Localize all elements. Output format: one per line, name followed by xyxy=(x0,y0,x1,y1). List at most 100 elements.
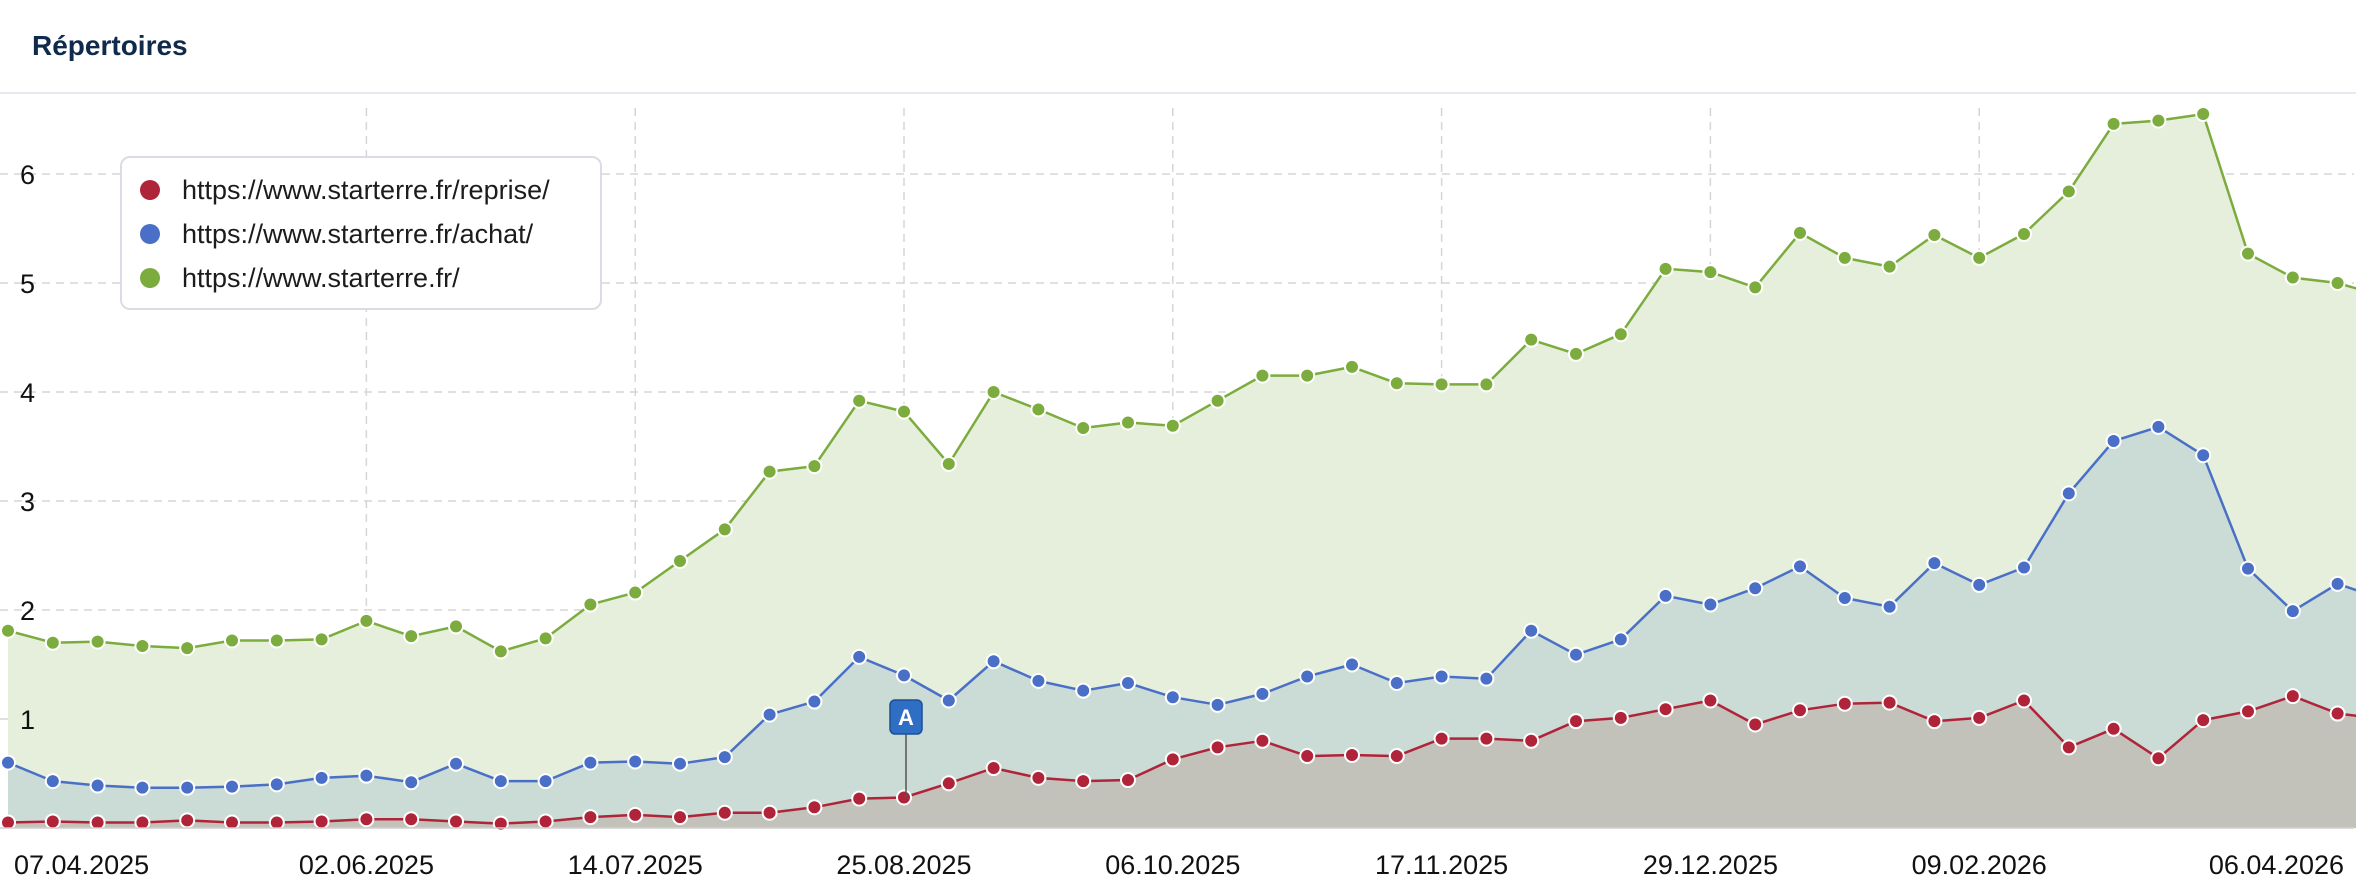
data-point[interactable] xyxy=(1523,622,1540,639)
data-point[interactable] xyxy=(1971,709,1988,726)
data-point[interactable] xyxy=(761,463,778,480)
data-point[interactable] xyxy=(1075,773,1092,790)
data-point[interactable] xyxy=(1926,555,1943,572)
data-point[interactable] xyxy=(2195,447,2212,464)
data-point[interactable] xyxy=(2329,275,2346,291)
data-point[interactable] xyxy=(761,804,778,821)
data-point[interactable] xyxy=(672,755,688,772)
data-point[interactable] xyxy=(1344,358,1360,375)
data-point[interactable] xyxy=(1836,590,1853,607)
data-point[interactable] xyxy=(1881,258,1898,275)
data-point[interactable] xyxy=(1568,713,1584,730)
annotation-marker[interactable] xyxy=(889,699,923,735)
data-point[interactable] xyxy=(1030,401,1047,418)
data-point[interactable] xyxy=(716,804,733,821)
data-point[interactable] xyxy=(1747,580,1764,597)
data-point[interactable] xyxy=(1657,260,1674,277)
data-point[interactable] xyxy=(403,811,420,828)
data-point[interactable] xyxy=(672,809,688,826)
data-point[interactable] xyxy=(2150,112,2167,129)
data-point[interactable] xyxy=(2240,703,2256,720)
data-point[interactable] xyxy=(1209,739,1226,756)
data-point[interactable] xyxy=(224,778,240,795)
data-point[interactable] xyxy=(582,754,599,771)
data-point[interactable] xyxy=(492,815,509,832)
data-point[interactable] xyxy=(1926,227,1943,244)
data-point[interactable] xyxy=(1881,694,1898,711)
data-point[interactable] xyxy=(313,813,330,830)
data-point[interactable] xyxy=(582,809,599,826)
data-point[interactable] xyxy=(2016,692,2032,709)
data-point[interactable] xyxy=(985,653,1002,670)
data-point[interactable] xyxy=(1612,631,1629,648)
data-point[interactable] xyxy=(2284,688,2301,705)
data-point[interactable] xyxy=(2284,269,2301,286)
data-point[interactable] xyxy=(2016,225,2032,242)
data-point[interactable] xyxy=(0,814,16,831)
data-point[interactable] xyxy=(89,777,106,794)
data-point[interactable] xyxy=(1792,558,1808,575)
data-point[interactable] xyxy=(268,814,285,831)
data-point[interactable] xyxy=(537,773,554,790)
data-point[interactable] xyxy=(1836,695,1853,712)
data-point[interactable] xyxy=(1388,748,1405,765)
data-point[interactable] xyxy=(2195,712,2212,729)
data-point[interactable] xyxy=(224,632,240,649)
data-point[interactable] xyxy=(179,779,196,796)
data-point[interactable] xyxy=(1657,587,1674,604)
data-point[interactable] xyxy=(896,789,912,806)
data-point[interactable] xyxy=(2105,720,2122,737)
data-point[interactable] xyxy=(1568,646,1584,663)
data-point[interactable] xyxy=(1792,224,1808,241)
data-point[interactable] xyxy=(1075,682,1092,699)
data-point[interactable] xyxy=(940,692,957,709)
legend-item-reprise[interactable]: https://www.starterre.fr/reprise/ xyxy=(140,168,550,212)
data-point[interactable] xyxy=(2150,418,2167,435)
data-point[interactable] xyxy=(2240,560,2256,577)
data-point[interactable] xyxy=(1299,367,1316,384)
data-point[interactable] xyxy=(1523,331,1540,348)
data-point[interactable] xyxy=(1075,419,1092,436)
data-point[interactable] xyxy=(940,775,957,792)
data-point[interactable] xyxy=(0,622,16,639)
data-point[interactable] xyxy=(2195,106,2212,123)
legend-item-achat[interactable]: https://www.starterre.fr/achat/ xyxy=(140,212,533,256)
data-point[interactable] xyxy=(358,811,375,828)
data-point[interactable] xyxy=(358,612,375,629)
data-point[interactable] xyxy=(313,769,330,786)
data-point[interactable] xyxy=(1344,656,1360,673)
data-point[interactable] xyxy=(627,806,644,823)
data-point[interactable] xyxy=(1344,746,1360,763)
data-point[interactable] xyxy=(1971,576,1988,593)
data-point[interactable] xyxy=(627,753,644,770)
data-point[interactable] xyxy=(1030,769,1047,786)
data-point[interactable] xyxy=(1388,675,1405,692)
data-point[interactable] xyxy=(1164,751,1181,768)
data-point[interactable] xyxy=(806,458,823,475)
data-point[interactable] xyxy=(851,648,868,665)
data-point[interactable] xyxy=(224,814,240,831)
data-point[interactable] xyxy=(1792,702,1808,719)
data-point[interactable] xyxy=(1433,376,1450,393)
data-point[interactable] xyxy=(313,631,330,648)
legend-item-home[interactable]: https://www.starterre.fr/ xyxy=(140,256,460,300)
data-point[interactable] xyxy=(448,813,464,830)
data-point[interactable] xyxy=(1747,279,1764,296)
data-point[interactable] xyxy=(1254,732,1271,749)
data-point[interactable] xyxy=(1478,670,1495,687)
data-point[interactable] xyxy=(1612,326,1629,343)
data-point[interactable] xyxy=(1926,713,1943,730)
data-point[interactable] xyxy=(2329,705,2346,722)
data-point[interactable] xyxy=(2284,603,2301,620)
data-point[interactable] xyxy=(403,628,420,645)
data-point[interactable] xyxy=(1254,685,1271,702)
data-point[interactable] xyxy=(89,633,106,650)
data-point[interactable] xyxy=(1881,598,1898,615)
data-point[interactable] xyxy=(716,521,733,538)
data-point[interactable] xyxy=(1657,701,1674,718)
data-point[interactable] xyxy=(2060,183,2077,200)
data-point[interactable] xyxy=(1164,689,1181,706)
data-point[interactable] xyxy=(2105,115,2122,132)
data-point[interactable] xyxy=(806,799,823,816)
data-point[interactable] xyxy=(896,667,912,684)
